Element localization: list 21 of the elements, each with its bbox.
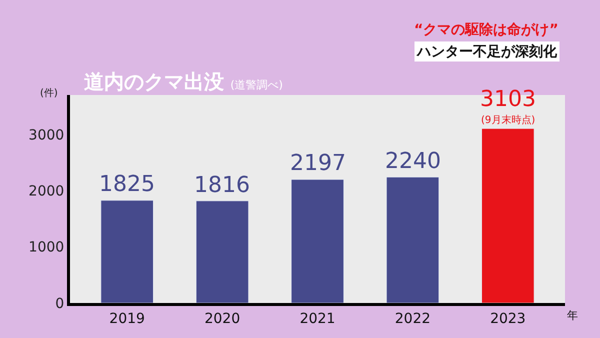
x-tick-label: 2020 xyxy=(204,310,240,327)
data-label: 2240 xyxy=(385,149,441,174)
y-axis-title: (件) xyxy=(40,88,58,99)
text: “クマの駆除は命がけ” xyxy=(414,22,558,38)
y-tick-label: 0 xyxy=(55,296,64,312)
x-tick-label: 2023 xyxy=(490,310,526,327)
y-tick-label: 3000 xyxy=(28,127,64,144)
x-axis-title: 年 xyxy=(567,309,578,322)
x-tick-label: 2019 xyxy=(109,310,145,327)
chart-title: 道内のクマ出没 xyxy=(84,69,224,94)
data-label: 1816 xyxy=(194,173,250,198)
x-tick-label: 2022 xyxy=(394,310,431,327)
annotation: (9月末時点) xyxy=(481,114,536,126)
data-label: 2197 xyxy=(290,151,346,176)
x-tick-label: 2021 xyxy=(300,310,336,327)
chart-subtitle: (道警調べ) xyxy=(230,78,283,92)
y-tick-label: 1000 xyxy=(28,240,64,256)
data-label: 3103 xyxy=(480,87,536,112)
y-tick-label: 2000 xyxy=(28,183,64,200)
text: ハンター不足が深刻化 xyxy=(416,43,558,60)
data-label: 1825 xyxy=(99,172,155,197)
